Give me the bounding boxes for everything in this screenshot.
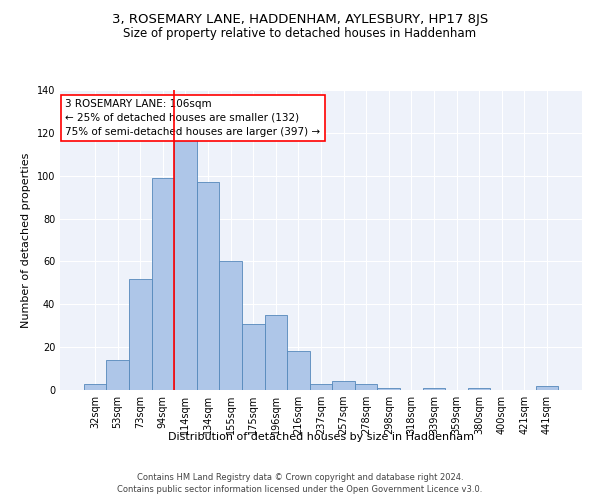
Bar	[377, 388, 400, 390]
Bar	[174, 140, 197, 390]
Bar	[242, 324, 265, 390]
Text: Contains HM Land Registry data © Crown copyright and database right 2024.: Contains HM Land Registry data © Crown c…	[137, 472, 463, 482]
Bar	[197, 182, 220, 390]
Bar	[152, 178, 174, 390]
Text: Distribution of detached houses by size in Haddenham: Distribution of detached houses by size …	[168, 432, 474, 442]
Bar	[265, 315, 287, 390]
Bar	[468, 388, 490, 390]
Text: 3, ROSEMARY LANE, HADDENHAM, AYLESBURY, HP17 8JS: 3, ROSEMARY LANE, HADDENHAM, AYLESBURY, …	[112, 12, 488, 26]
Bar	[332, 382, 355, 390]
Bar	[355, 384, 377, 390]
Bar	[129, 278, 152, 390]
Y-axis label: Number of detached properties: Number of detached properties	[21, 152, 31, 328]
Bar	[106, 360, 129, 390]
Bar	[422, 388, 445, 390]
Bar	[536, 386, 558, 390]
Bar	[220, 262, 242, 390]
Text: 3 ROSEMARY LANE: 106sqm
← 25% of detached houses are smaller (132)
75% of semi-d: 3 ROSEMARY LANE: 106sqm ← 25% of detache…	[65, 99, 320, 137]
Bar	[310, 384, 332, 390]
Text: Contains public sector information licensed under the Open Government Licence v3: Contains public sector information licen…	[118, 485, 482, 494]
Bar	[287, 352, 310, 390]
Text: Size of property relative to detached houses in Haddenham: Size of property relative to detached ho…	[124, 28, 476, 40]
Bar	[84, 384, 106, 390]
